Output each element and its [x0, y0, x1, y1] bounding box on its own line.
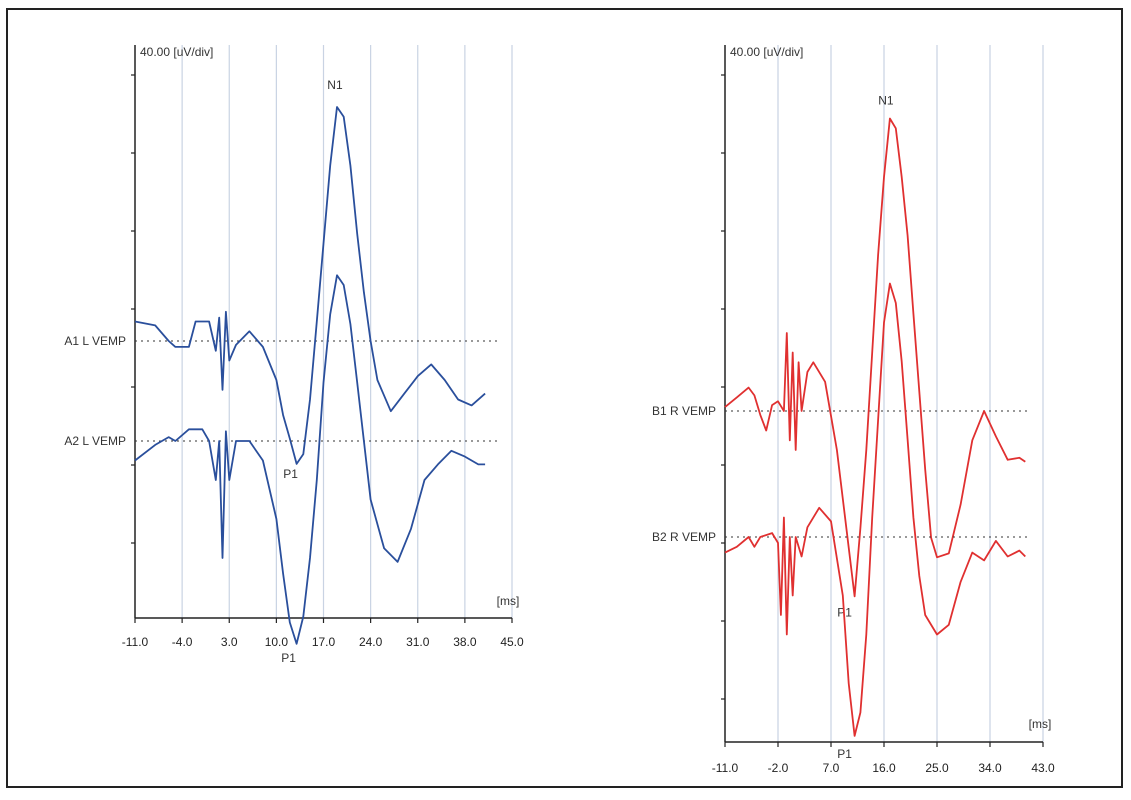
x-tick-label: 38.0 [453, 635, 477, 649]
x-tick-label: -4.0 [172, 635, 193, 649]
x-tick-label: 45.0 [500, 635, 524, 649]
x-tick-label: -11.0 [122, 635, 149, 649]
peak-label-p1: P1 [281, 651, 296, 665]
peak-label-n1: N1 [878, 94, 894, 108]
trace-label: A1 L VEMP [64, 334, 126, 348]
trace-label: A2 L VEMP [64, 434, 126, 448]
x-tick-label: 24.0 [359, 635, 383, 649]
waveform-b2 [724, 282, 1026, 737]
x-tick-label: 43.0 [1031, 761, 1055, 775]
scale-label: 40.00 [uV/div] [730, 45, 803, 59]
x-tick-label: 10.0 [265, 635, 289, 649]
peak-label-p1: P1 [283, 467, 298, 481]
x-tick-label: 17.0 [312, 635, 336, 649]
x-unit-label: [ms] [497, 594, 520, 608]
x-tick-label: 31.0 [406, 635, 430, 649]
waveform-a2 [134, 274, 486, 645]
waveform-b1 [724, 117, 1026, 598]
x-tick-label: -2.0 [768, 761, 789, 775]
scale-label: 40.00 [uV/div] [140, 45, 213, 59]
x-tick-label: 3.0 [221, 635, 238, 649]
x-tick-label: 25.0 [925, 761, 949, 775]
x-tick-label: -11.0 [712, 761, 739, 775]
peak-label-p1: P1 [837, 747, 852, 761]
x-unit-label: [ms] [1029, 717, 1052, 731]
waveform-a1 [134, 106, 486, 465]
x-tick-label: 34.0 [978, 761, 1002, 775]
trace-label: B1 R VEMP [652, 404, 716, 418]
x-tick-label: 16.0 [872, 761, 896, 775]
peak-label-n1: N1 [327, 78, 343, 92]
trace-label: B2 R VEMP [652, 530, 716, 544]
x-tick-label: 7.0 [823, 761, 840, 775]
